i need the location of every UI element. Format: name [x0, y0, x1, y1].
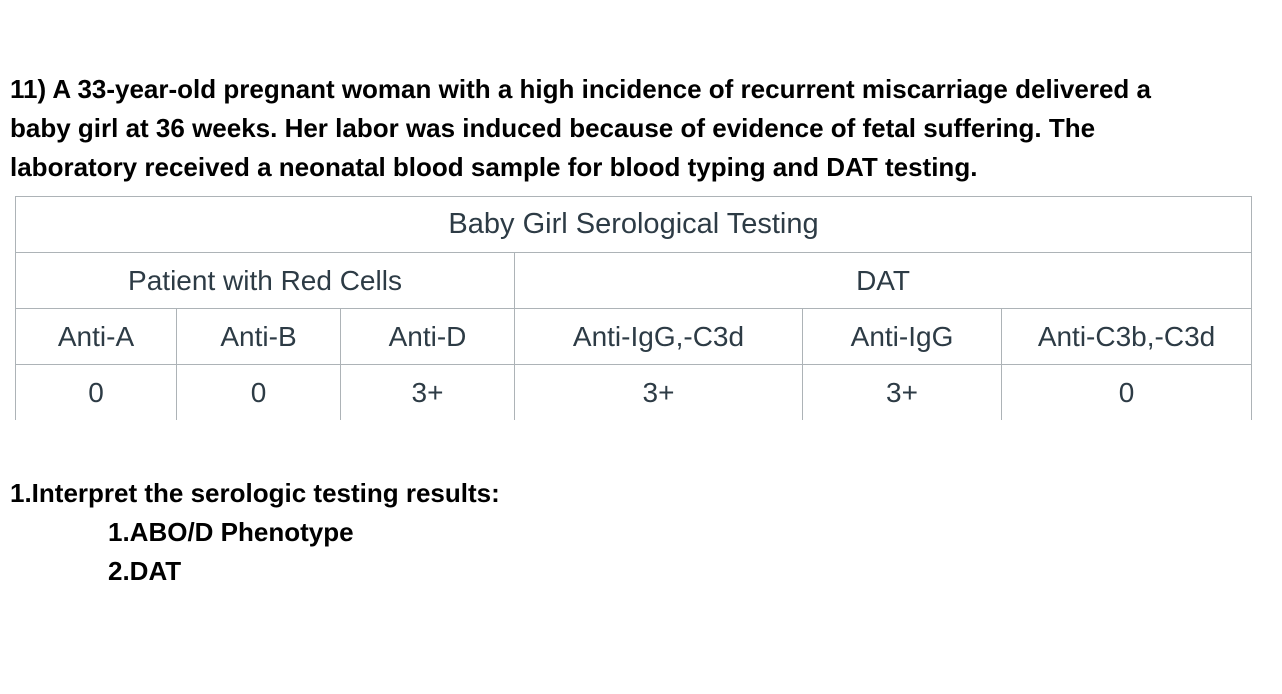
value-anti-c3b-c3d: 0	[1000, 364, 1253, 420]
followup-questions: 1.Interpret the serologic testing result…	[10, 474, 1282, 591]
column-header-anti-igg: Anti-IgG	[802, 308, 1002, 365]
followup-prompt: 1.Interpret the serologic testing result…	[10, 478, 500, 508]
group-header-dat: DAT	[513, 252, 1253, 309]
value-anti-igg: 3+	[802, 364, 1002, 420]
serology-results-table: Baby Girl Serological Testing Patient wi…	[14, 196, 1253, 420]
column-header-anti-igg-c3d: Anti-IgG,-C3d	[514, 308, 803, 365]
column-header-anti-d: Anti-D	[340, 308, 515, 365]
followup-item-dat: 2.DAT	[108, 556, 182, 586]
table-value-row: 0 0 3+ 3+ 3+ 0	[15, 364, 1253, 420]
column-header-anti-c3b-c3d: Anti-C3b,-C3d	[1000, 308, 1253, 365]
table-group-header-row: Patient with Red Cells DAT	[15, 252, 1253, 309]
value-anti-a: 0	[15, 364, 177, 420]
followup-item-abo-d-phenotype: 1.ABO/D Phenotype	[108, 517, 354, 547]
table-title: Baby Girl Serological Testing	[14, 196, 1253, 253]
column-header-anti-a: Anti-A	[15, 308, 177, 365]
value-anti-igg-c3d: 3+	[514, 364, 803, 420]
column-header-anti-b: Anti-B	[176, 308, 341, 365]
value-anti-d: 3+	[340, 364, 515, 420]
table-title-row: Baby Girl Serological Testing	[14, 196, 1253, 253]
value-anti-b: 0	[176, 364, 341, 420]
quiz-question-page: 11) A 33-year-old pregnant woman with a …	[0, 70, 1282, 591]
question-text: 11) A 33-year-old pregnant woman with a …	[10, 74, 1151, 182]
group-header-patient-red-cells: Patient with Red Cells	[15, 252, 515, 309]
table-column-header-row: Anti-A Anti-B Anti-D Anti-IgG,-C3d Anti-…	[15, 308, 1253, 365]
